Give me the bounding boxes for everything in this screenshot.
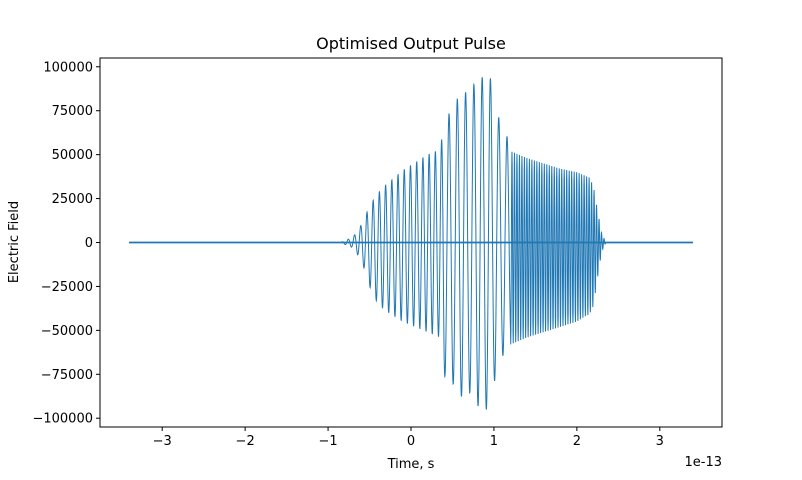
x-tick-label: −3 bbox=[153, 434, 172, 449]
x-tick-label: 3 bbox=[656, 434, 664, 449]
y-tick-label: −25000 bbox=[41, 280, 93, 295]
y-tick-label: −100000 bbox=[32, 412, 93, 427]
x-tick-label: −1 bbox=[318, 434, 337, 449]
plot-area bbox=[99, 57, 723, 428]
x-axis: −3 −2 −1 0 1 2 3 bbox=[153, 427, 664, 449]
y-axis: 100000 75000 50000 25000 0 −25000 −50000 −75000… bbox=[32, 60, 100, 427]
y-axis-label: Electric Field bbox=[7, 201, 22, 283]
x-tick-label: −2 bbox=[236, 434, 255, 449]
x-tick-label: 0 bbox=[407, 434, 415, 449]
x-axis-label: Time, s bbox=[387, 457, 435, 472]
y-tick-label: 0 bbox=[85, 236, 93, 251]
y-tick-label: 50000 bbox=[52, 148, 93, 163]
y-tick-label: 100000 bbox=[43, 60, 93, 75]
x-axis-offset-label: 1e-13 bbox=[684, 455, 722, 470]
y-tick-label: 25000 bbox=[52, 192, 93, 207]
chart-title: Optimised Output Pulse bbox=[316, 34, 506, 53]
y-tick-label: 75000 bbox=[52, 104, 93, 119]
y-tick-label: −50000 bbox=[41, 324, 93, 339]
y-tick-label: −75000 bbox=[41, 368, 93, 383]
x-tick-label: 1 bbox=[490, 434, 498, 449]
x-tick-label: 2 bbox=[573, 434, 581, 449]
